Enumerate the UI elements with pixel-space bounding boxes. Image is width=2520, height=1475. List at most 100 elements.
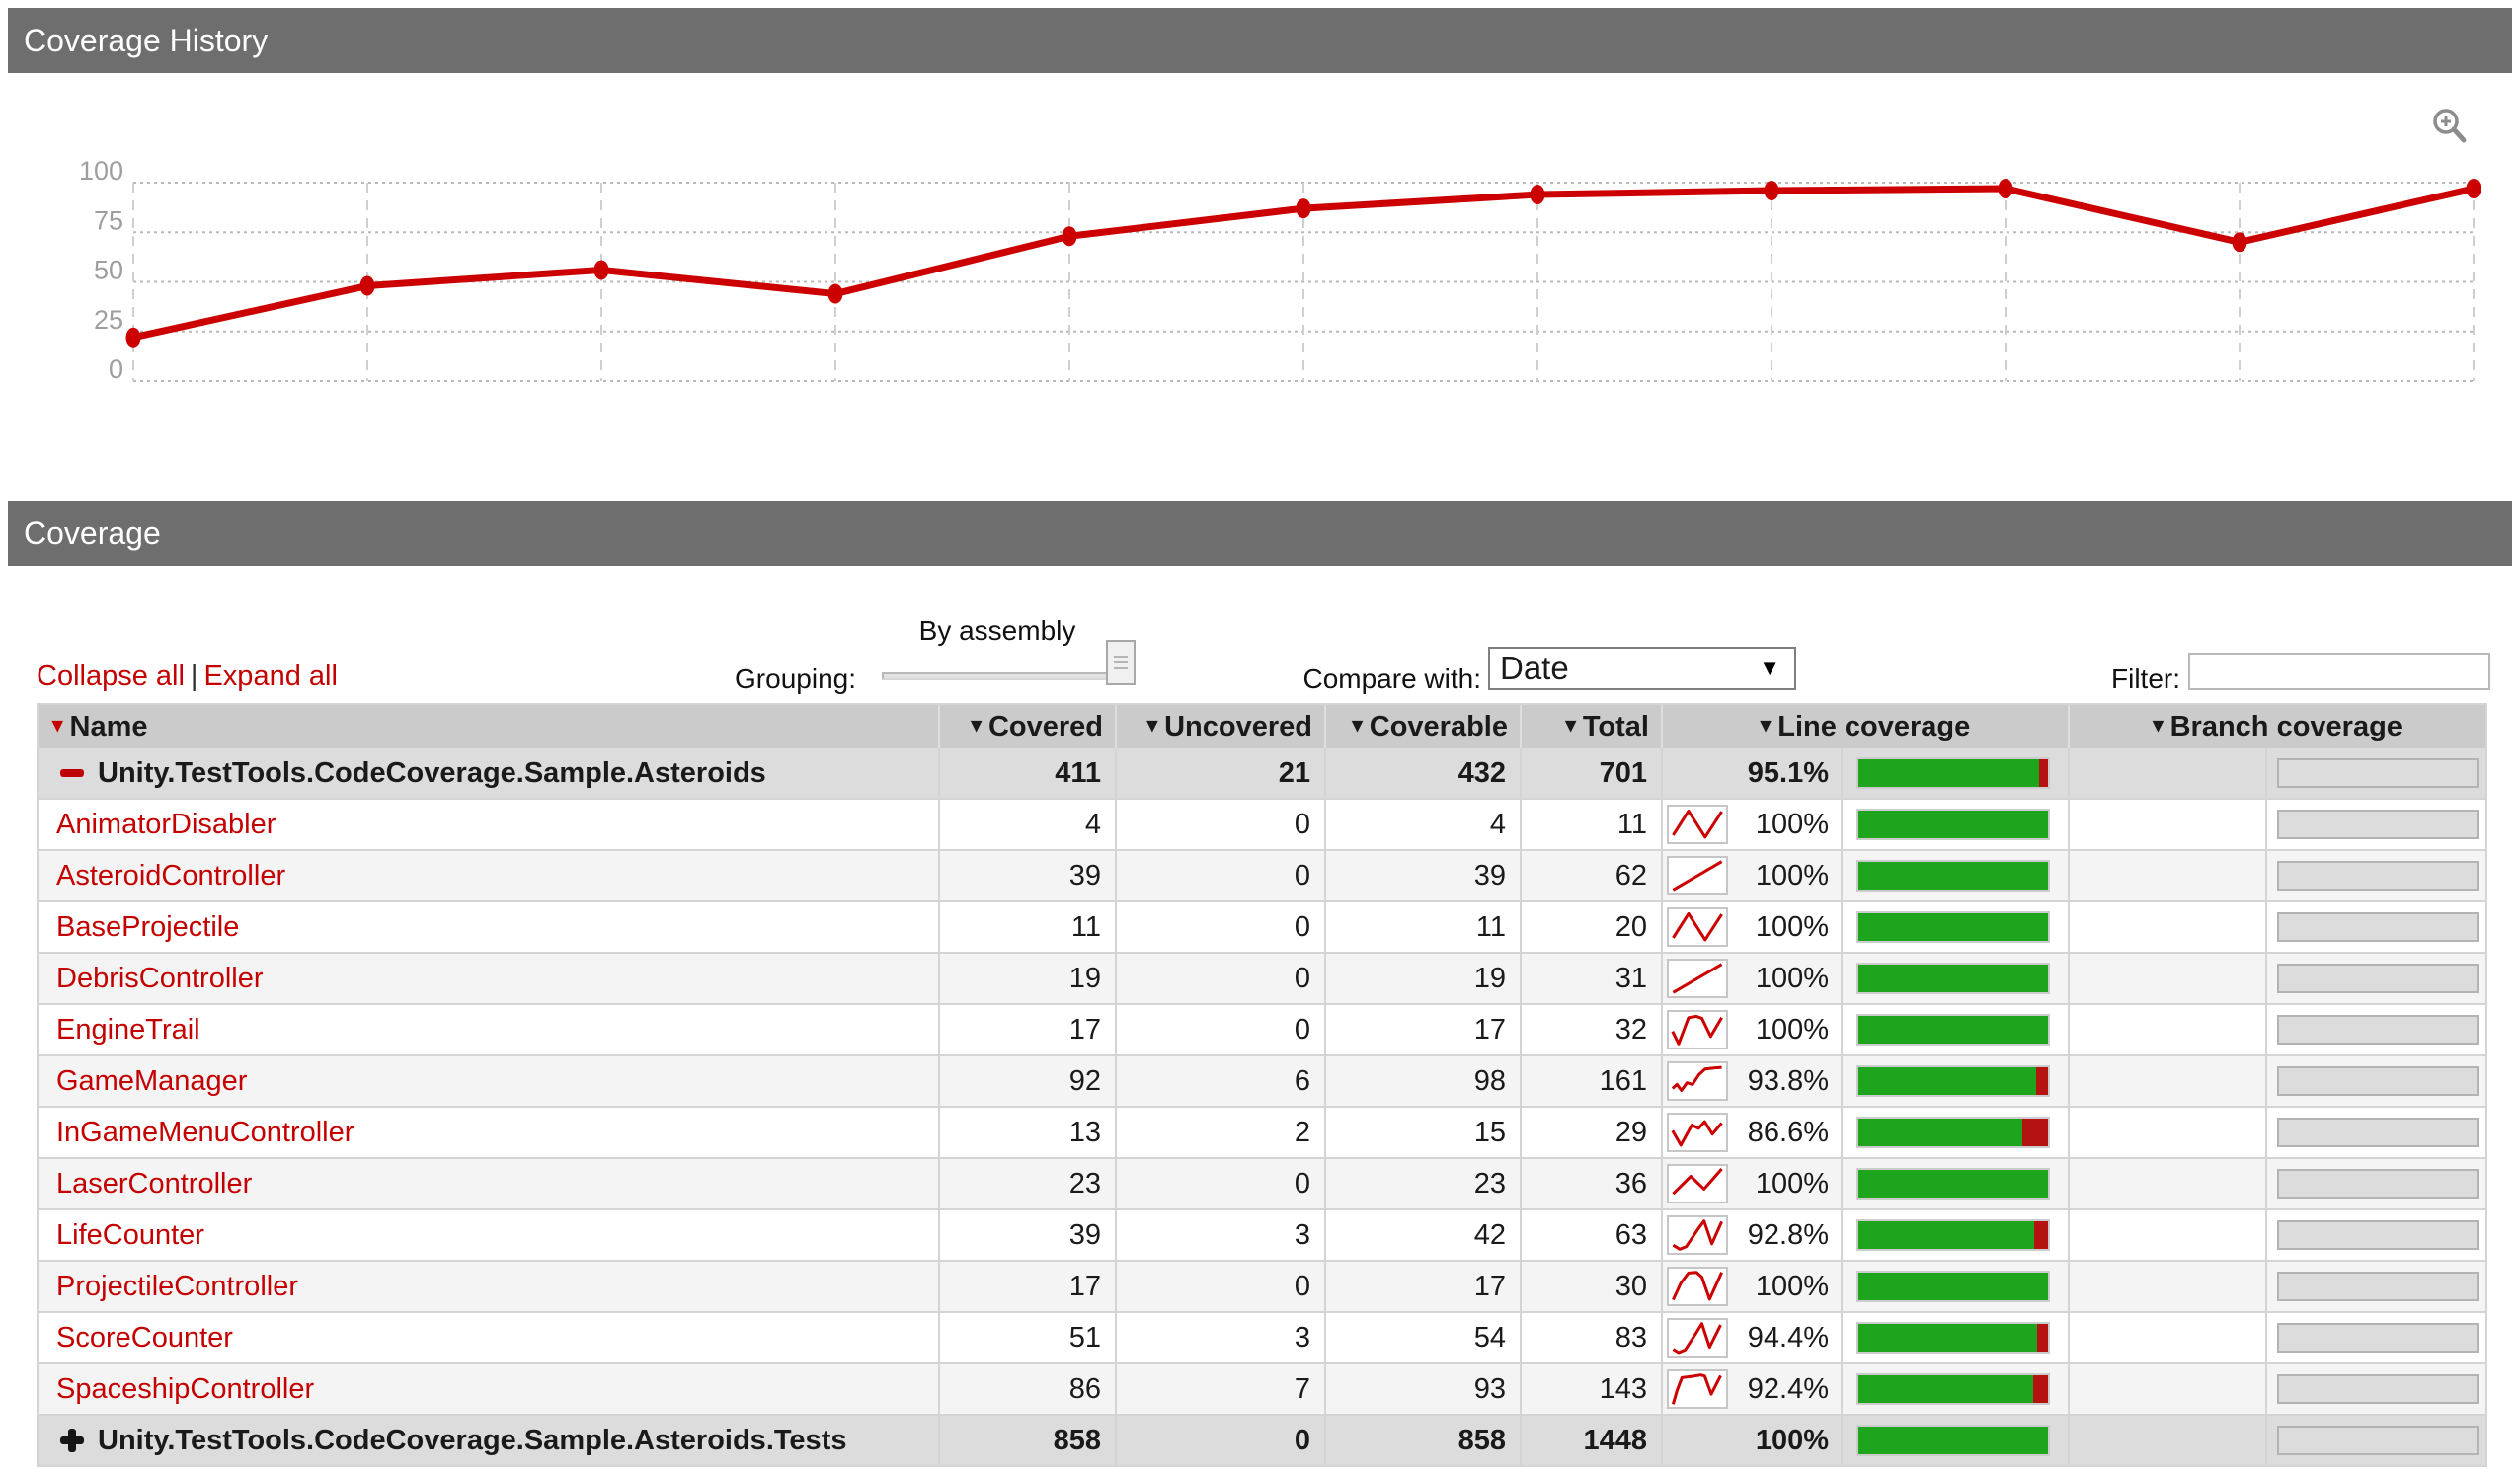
cell-branch-coverage-percent — [2068, 1056, 2265, 1106]
assembly-name[interactable]: Unity.TestTools.CodeCoverage.Sample.Aste… — [98, 756, 766, 789]
cell-line-coverage: 94.4% — [1661, 1313, 1841, 1362]
cell-uncovered: 0 — [1115, 1262, 1324, 1311]
sort-arrow-icon: ▾ — [2153, 713, 2164, 737]
cell-total: 29 — [1520, 1108, 1661, 1157]
coverage-history-point — [1764, 181, 1779, 201]
expand-all-link[interactable]: Expand all — [203, 660, 338, 692]
class-link[interactable]: SpaceshipController — [56, 1372, 315, 1405]
y-axis-tick-label: 100 — [79, 156, 123, 186]
class-history-sparkline — [1667, 907, 1728, 947]
branch-coverage-bar-empty — [2277, 1066, 2479, 1096]
cell-branch-coverage-percent — [2068, 851, 2265, 900]
class-link[interactable]: ScoreCounter — [56, 1321, 233, 1354]
expand-plus-icon[interactable] — [60, 1429, 84, 1452]
cell-branch-coverage-bar — [2265, 954, 2485, 1003]
line-coverage-percent: 100% — [1755, 1270, 1829, 1302]
grouping-slider-track[interactable] — [882, 672, 1113, 680]
class-link[interactable]: BaseProjectile — [56, 910, 240, 943]
sort-arrow-icon: ▾ — [971, 713, 982, 737]
collapse-minus-icon[interactable] — [60, 769, 84, 777]
cell-coverable: 54 — [1324, 1313, 1520, 1362]
header-coverable-label: Coverable — [1369, 710, 1508, 742]
cell-branch-coverage-bar — [2265, 1210, 2485, 1260]
branch-coverage-bar-empty — [2277, 964, 2479, 993]
line-coverage-bar — [1856, 1168, 2050, 1200]
class-history-sparkline — [1667, 1369, 1728, 1409]
uncovered-bar-segment — [2034, 1221, 2048, 1249]
class-link[interactable]: ProjectileController — [56, 1270, 298, 1302]
cell-line-coverage-bar — [1841, 1262, 2068, 1311]
class-link[interactable]: AsteroidController — [56, 859, 286, 892]
line-coverage-bar — [1856, 809, 2050, 840]
line-coverage-bar — [1856, 860, 2050, 892]
header-name[interactable]: ▾ Name — [39, 705, 938, 748]
filter-input[interactable] — [2188, 653, 2490, 690]
cell-covered: 39 — [938, 851, 1115, 900]
compare-with-select[interactable]: Date ▼ — [1488, 647, 1796, 690]
header-uncovered[interactable]: ▾ Uncovered — [1115, 705, 1324, 748]
cell-coverable: 39 — [1324, 851, 1520, 900]
branch-coverage-bar-empty — [2277, 861, 2479, 891]
cell-branch-coverage-percent — [2068, 1005, 2265, 1054]
branch-coverage-bar-empty — [2277, 758, 2479, 788]
cell-line-coverage: 92.4% — [1661, 1364, 1841, 1414]
cell-line-coverage-bar — [1841, 1056, 2068, 1106]
caret-down-icon: ▼ — [1759, 656, 1780, 680]
class-link[interactable]: AnimatorDisabler — [56, 808, 276, 840]
uncovered-bar-segment — [2036, 1067, 2048, 1095]
header-line-coverage[interactable]: ▾ Line coverage — [1661, 705, 2068, 748]
cell-total: 32 — [1520, 1005, 1661, 1054]
cell-total: 11 — [1520, 800, 1661, 849]
cell-total: 30 — [1520, 1262, 1661, 1311]
compare-with-selected-value: Date — [1500, 650, 1569, 686]
line-coverage-bar — [1856, 1014, 2050, 1046]
header-uncovered-label: Uncovered — [1164, 710, 1312, 742]
class-row: LaserController 23 0 23 36 100% — [39, 1157, 2485, 1208]
class-link[interactable]: EngineTrail — [56, 1013, 200, 1046]
cell-uncovered: 3 — [1115, 1210, 1324, 1260]
cell-total: 31 — [1520, 954, 1661, 1003]
header-total[interactable]: ▾ Total — [1520, 705, 1661, 748]
class-link[interactable]: InGameMenuController — [56, 1116, 354, 1148]
class-link[interactable]: GameManager — [56, 1064, 248, 1097]
table-header-row: ▾ Name ▾ Covered ▾ Uncovered ▾ Coverable… — [39, 705, 2485, 748]
cell-uncovered: 7 — [1115, 1364, 1324, 1414]
covered-bar-segment — [1858, 913, 2048, 941]
coverage-history-point — [125, 327, 141, 348]
cell-covered: 17 — [938, 1262, 1115, 1311]
grouping-slider-thumb[interactable] — [1106, 640, 1136, 685]
cell-branch-coverage-bar — [2265, 748, 2485, 798]
cell-uncovered: 0 — [1115, 954, 1324, 1003]
cell-coverable: 42 — [1324, 1210, 1520, 1260]
cell-line-coverage: 92.8% — [1661, 1210, 1841, 1260]
cell-branch-coverage-bar — [2265, 902, 2485, 952]
class-row: SpaceshipController 86 7 93 143 92.4% — [39, 1362, 2485, 1414]
header-branch-coverage[interactable]: ▾ Branch coverage — [2068, 705, 2485, 748]
uncovered-bar-segment — [2022, 1119, 2048, 1146]
line-coverage-percent: 92.8% — [1747, 1218, 1829, 1251]
cell-covered: 4 — [938, 800, 1115, 849]
header-coverable[interactable]: ▾ Coverable — [1324, 705, 1520, 748]
cell-coverable: 19 — [1324, 954, 1520, 1003]
assembly-name[interactable]: Unity.TestTools.CodeCoverage.Sample.Aste… — [98, 1424, 847, 1456]
collapse-all-link[interactable]: Collapse all — [37, 660, 185, 692]
cell-line-coverage-bar — [1841, 800, 2068, 849]
cell-name: GameManager — [39, 1056, 938, 1106]
line-coverage-percent: 94.4% — [1747, 1321, 1829, 1354]
header-total-label: Total — [1582, 710, 1649, 742]
cell-line-coverage-bar — [1841, 1159, 2068, 1208]
header-covered[interactable]: ▾ Covered — [938, 705, 1115, 748]
cell-branch-coverage-bar — [2265, 1364, 2485, 1414]
class-link[interactable]: LaserController — [56, 1167, 253, 1200]
class-link[interactable]: DebrisController — [56, 962, 264, 994]
cell-total: 62 — [1520, 851, 1661, 900]
branch-coverage-bar-empty — [2277, 810, 2479, 839]
cell-branch-coverage-percent — [2068, 800, 2265, 849]
cell-line-coverage: 95.1% — [1661, 748, 1841, 798]
zoom-in-icon[interactable] — [2431, 107, 2469, 144]
sort-arrow-icon: ▾ — [1146, 713, 1158, 737]
class-link[interactable]: LifeCounter — [56, 1218, 204, 1251]
covered-bar-segment — [1858, 1273, 2048, 1300]
branch-coverage-bar-empty — [2277, 1169, 2479, 1199]
cell-uncovered: 0 — [1115, 851, 1324, 900]
